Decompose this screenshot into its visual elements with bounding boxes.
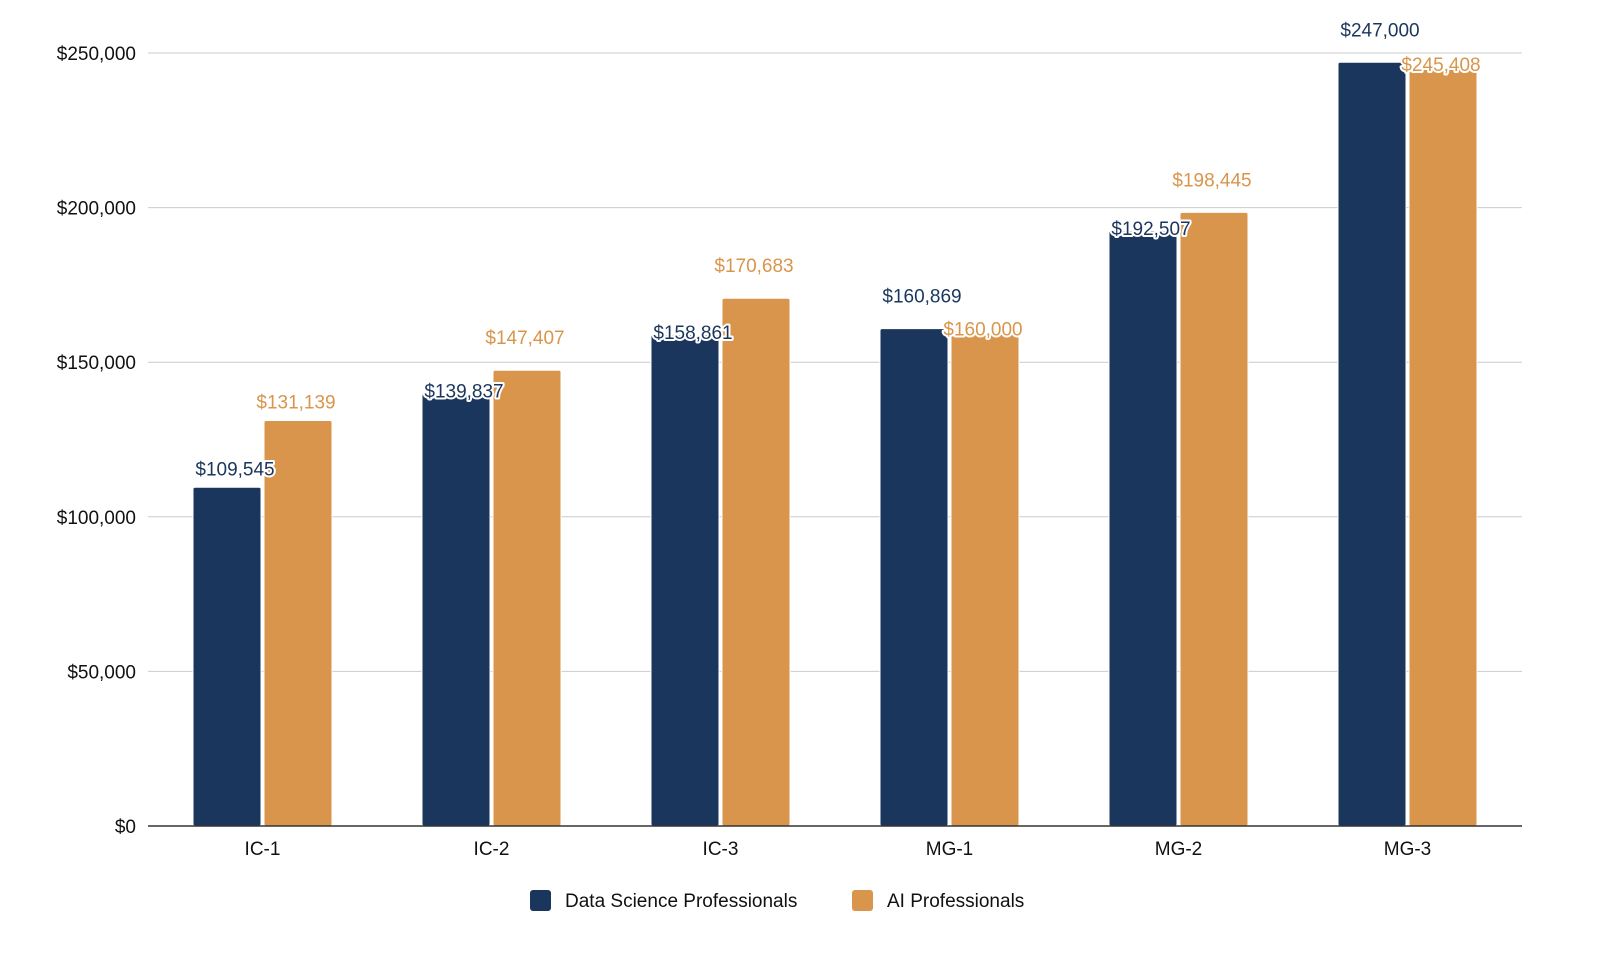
data-label-ai-mg-3: $245,408 — [1401, 55, 1480, 76]
legend-label-data-science: Data Science Professionals — [565, 891, 797, 912]
data-label-ai-mg-2: $198,445 — [1172, 170, 1251, 191]
x-tick-label: MG-3 — [1384, 839, 1432, 860]
bar-ai-ic-2 — [492, 369, 562, 827]
y-tick-label: $0 — [115, 817, 136, 838]
y-tick-label: $50,000 — [67, 662, 136, 683]
legend: Data Science Professionals AI Professiona… — [530, 890, 1024, 912]
legend-swatch-ai — [852, 890, 873, 911]
data-label-data-science-mg-1: $160,869 — [882, 287, 961, 308]
data-labels: $109,545 $131,139 $139,837 $147,407 $158,861… — [193, 18, 1482, 482]
bar-ai-ic-3 — [721, 297, 791, 827]
data-label-ai-ic-3: $170,683 — [714, 256, 793, 277]
y-tick-label: $100,000 — [57, 508, 136, 529]
bar-data-science-mg-3 — [1337, 61, 1407, 827]
y-tick-label: $250,000 — [57, 44, 136, 65]
data-label-ai-ic-1: $131,139 — [256, 393, 335, 414]
bars — [192, 61, 1478, 827]
x-tick-label: IC-3 — [703, 839, 739, 860]
bar-ai-mg-2 — [1179, 211, 1249, 827]
gridlines — [148, 52, 1522, 672]
bar-ai-mg-3 — [1408, 66, 1478, 827]
data-label-data-science-ic-2: $139,837 — [424, 382, 503, 403]
y-tick-label: $150,000 — [57, 353, 136, 374]
data-label-data-science-mg-2: $192,507 — [1111, 219, 1190, 240]
x-tick-label: IC-1 — [245, 839, 281, 860]
x-tick-label: IC-2 — [474, 839, 510, 860]
x-tick-label: MG-2 — [1155, 839, 1203, 860]
bar-data-science-mg-1 — [879, 328, 949, 827]
data-label-data-science-mg-3: $247,000 — [1340, 20, 1419, 41]
x-tick-label: MG-1 — [926, 839, 974, 860]
y-axis: $0 $50,000 $100,000 $150,000 $200,000 $250,00… — [57, 44, 136, 838]
bar-data-science-mg-2 — [1108, 230, 1178, 827]
bar-data-science-ic-2 — [421, 393, 491, 827]
data-label-data-science-ic-1: $109,545 — [195, 459, 274, 480]
data-label-ai-ic-2: $147,407 — [485, 328, 564, 349]
legend-label-ai: AI Professionals — [887, 891, 1024, 912]
bar-ai-mg-1 — [950, 330, 1020, 827]
bar-data-science-ic-3 — [650, 334, 720, 827]
y-tick-label: $200,000 — [57, 199, 136, 220]
bar-data-science-ic-1 — [192, 486, 262, 827]
data-label-ai-mg-1: $160,000 — [943, 319, 1022, 340]
data-label-data-science-ic-3: $158,861 — [653, 323, 732, 344]
bar-ai-ic-1 — [263, 420, 333, 827]
x-axis: IC-1 IC-2 IC-3 MG-1 MG-2 MG-3 — [148, 825, 1522, 860]
legend-swatch-data-science — [530, 890, 551, 911]
